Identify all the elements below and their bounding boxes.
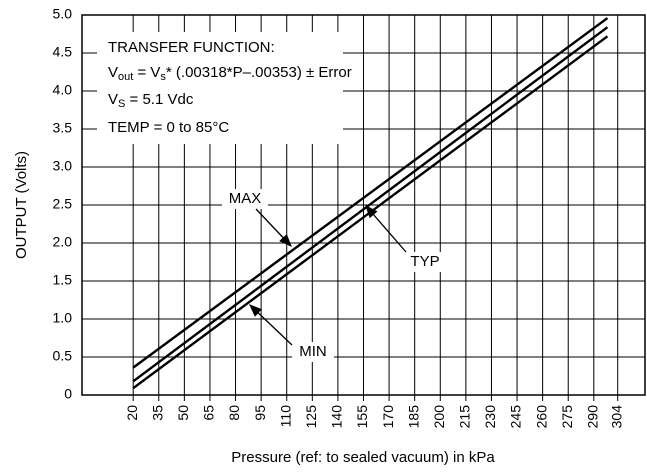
y-tick-label: 1.0: [53, 310, 73, 326]
y-tick-label: 1.5: [53, 272, 73, 288]
x-tick-label: 95: [252, 405, 268, 421]
x-tick-label: 155: [354, 405, 370, 429]
annotation: VS = 5.1 Vdc: [108, 91, 194, 110]
y-tick-label: 5.0: [53, 6, 73, 22]
x-tick-label: 230: [482, 405, 498, 429]
y-axis-label: OUTPUT (Volts): [13, 151, 30, 259]
x-tick-label: 125: [303, 405, 319, 429]
y-tick-label: 4.5: [53, 44, 73, 60]
x-tick-label: 110: [277, 405, 293, 428]
annotation: Vout = Vs* (.00318*P–.00353) ± Error: [108, 64, 352, 83]
x-tick-label: 65: [201, 405, 217, 421]
x-tick-label: 140: [329, 405, 345, 429]
x-tick-label: 215: [457, 405, 473, 429]
x-tick-label: 304: [608, 405, 624, 429]
x-tick-label: 260: [533, 405, 549, 429]
y-tick-label: 3.5: [53, 120, 73, 136]
series-label: MIN: [299, 343, 327, 360]
annotation: TEMP = 0 to 85°C: [108, 119, 229, 136]
annotation: TRANSFER FUNCTION:: [108, 39, 275, 56]
series-line: [132, 17, 609, 369]
x-tick-label: 185: [405, 405, 421, 429]
series-line: [132, 26, 609, 383]
y-tick-label: 0.5: [53, 348, 73, 364]
x-axis-label: Pressure (ref: to sealed vacuum) in kPa: [231, 449, 495, 466]
x-tick-label: 275: [559, 405, 575, 429]
x-tick-label: 200: [431, 405, 447, 429]
series-label: TYP: [410, 253, 439, 270]
x-tick-label: 20: [124, 405, 140, 421]
x-tick-label: 50: [175, 405, 191, 421]
y-tick-label: 2.0: [53, 234, 73, 250]
y-tick-label: 0: [64, 386, 72, 402]
x-tick-label: 290: [585, 405, 601, 429]
x-tick-label: 80: [226, 405, 242, 421]
annotation-box: [97, 32, 343, 144]
x-tick-label: 170: [380, 405, 396, 429]
x-tick-label: 245: [508, 405, 524, 429]
y-tick-label: 3.0: [53, 158, 73, 174]
y-tick-label: 2.5: [53, 196, 73, 212]
x-tick-label: 35: [149, 405, 165, 421]
series-label: MAX: [229, 190, 262, 207]
y-tick-label: 4.0: [53, 82, 73, 98]
